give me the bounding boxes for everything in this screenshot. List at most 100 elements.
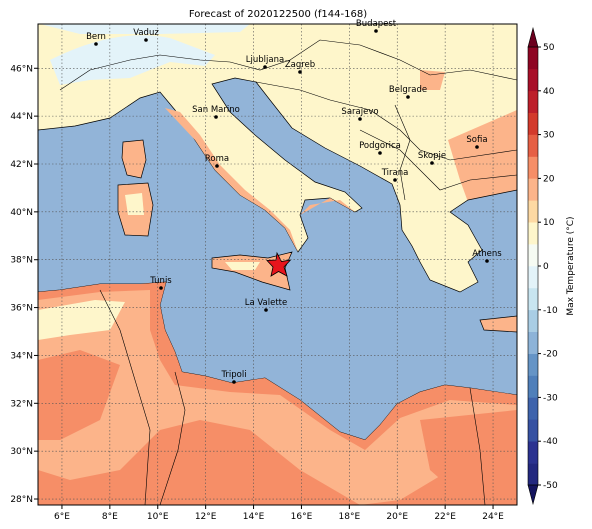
city-dot bbox=[378, 151, 382, 155]
colorbar-band bbox=[528, 441, 538, 464]
colorbar-tick-label: -20 bbox=[543, 350, 558, 360]
colorbar-tick-label: 0 bbox=[543, 262, 549, 272]
island-interior bbox=[125, 193, 144, 215]
colorbar-tick-label: 40 bbox=[543, 87, 555, 97]
city-label: La Valette bbox=[245, 298, 288, 308]
colorbar-tick-label: 50 bbox=[543, 43, 555, 53]
y-tick-label: 44°N bbox=[10, 112, 33, 122]
grid bbox=[38, 24, 517, 505]
city-label: Skopje bbox=[418, 151, 446, 161]
city-label: San Marino bbox=[192, 105, 240, 115]
colorbar-band bbox=[528, 419, 538, 442]
border bbox=[394, 104, 411, 201]
x-tick-label: 12°E bbox=[195, 512, 217, 522]
warm-coast bbox=[165, 108, 298, 252]
colorbar-band bbox=[528, 156, 538, 179]
map-area bbox=[38, 24, 517, 505]
colorbar-band bbox=[528, 397, 538, 420]
city-dot bbox=[393, 178, 397, 182]
city-dot bbox=[214, 115, 218, 119]
border bbox=[59, 39, 517, 91]
city-label: Athens bbox=[472, 249, 502, 259]
city-dot bbox=[374, 29, 378, 33]
colorbar-band bbox=[528, 244, 538, 267]
colorbar-tick-label: 10 bbox=[543, 218, 555, 228]
colorbar-tick-label: -30 bbox=[543, 393, 558, 403]
cities: Bern Vaduz Budapest Ljubljana Zagreb Belgrade… bbox=[86, 19, 502, 384]
colorbar-band bbox=[528, 463, 538, 486]
cold-area bbox=[40, 24, 250, 34]
city-dot bbox=[475, 145, 479, 149]
x-tick-label: 20°E bbox=[386, 512, 408, 522]
city-label: Zagreb bbox=[285, 60, 315, 70]
warm-coast bbox=[300, 198, 355, 215]
y-tick-label: 46°N bbox=[10, 64, 33, 74]
city-dot bbox=[159, 286, 163, 290]
city-label: Roma bbox=[205, 154, 229, 164]
city-label: Vaduz bbox=[133, 28, 159, 38]
map-frame bbox=[37, 23, 518, 506]
x-tick-label: 18°E bbox=[339, 512, 361, 522]
colorbar-band bbox=[528, 266, 538, 289]
city-label: Podgorica bbox=[359, 141, 401, 151]
colorbar-band bbox=[528, 134, 538, 157]
city-label: Tirana bbox=[381, 168, 409, 178]
city-dot bbox=[298, 70, 302, 74]
colorbar-band bbox=[528, 331, 538, 354]
city-label: Belgrade bbox=[389, 85, 427, 95]
y-tick-label: 32°N bbox=[10, 399, 33, 409]
colorbar-band bbox=[528, 200, 538, 223]
colorbar-tick-label: -40 bbox=[543, 437, 558, 447]
x-tick-label: 24°E bbox=[482, 512, 504, 522]
city-label: Bern bbox=[86, 32, 106, 42]
colorbar-tick-label: -10 bbox=[543, 306, 558, 316]
y-tick-label: 42°N bbox=[10, 160, 33, 170]
x-tick-label: 10°E bbox=[147, 512, 169, 522]
x-tick-label: 22°E bbox=[434, 512, 456, 522]
city-label: Tunis bbox=[149, 276, 172, 286]
colorbar-band bbox=[528, 47, 538, 70]
city-dot bbox=[215, 164, 219, 168]
warm-area bbox=[420, 70, 445, 90]
y-tick-label: 40°N bbox=[10, 208, 33, 218]
border bbox=[99, 289, 151, 505]
warm-land bbox=[38, 350, 120, 440]
city-dot bbox=[358, 117, 362, 121]
border bbox=[469, 387, 486, 505]
mild-land bbox=[38, 300, 125, 340]
colorbar-band bbox=[528, 353, 538, 376]
colorbar-band bbox=[528, 222, 538, 245]
city-dot bbox=[485, 259, 489, 263]
city-dot bbox=[406, 95, 410, 99]
city-dot bbox=[232, 380, 236, 384]
colorbar-band bbox=[528, 68, 538, 92]
city-dot bbox=[94, 42, 98, 46]
title: Forecast of 2020122500 (f144-168) bbox=[189, 9, 367, 20]
x-tick-label: 8°E bbox=[102, 512, 118, 522]
y-tick-label: 34°N bbox=[10, 351, 33, 361]
colorbar-extend-under bbox=[527, 484, 539, 506]
x-tick-label: 14°E bbox=[243, 512, 265, 522]
colorbar-band bbox=[528, 287, 538, 311]
island bbox=[121, 139, 147, 179]
colorbar-tick-label: 30 bbox=[543, 131, 555, 141]
y-tick-label: 30°N bbox=[10, 447, 33, 457]
city-label: Tripoli bbox=[220, 370, 246, 380]
colorbar-label: Max Temperature (°C) bbox=[566, 216, 576, 315]
city-label: Budapest bbox=[356, 19, 397, 29]
colorbar-extend-over bbox=[527, 26, 539, 48]
island-interior bbox=[225, 262, 260, 270]
city-label: Sofia bbox=[466, 135, 487, 145]
colorbar-band bbox=[528, 375, 538, 398]
y-tick-label: 28°N bbox=[10, 495, 33, 505]
colorbar-band bbox=[528, 178, 538, 201]
cold-area bbox=[50, 35, 215, 85]
border bbox=[159, 371, 186, 505]
colorbar-band bbox=[528, 90, 538, 113]
city-label: Ljubljana bbox=[246, 55, 284, 65]
x-tick-label: 6°E bbox=[54, 512, 70, 522]
x-tick-label: 16°E bbox=[291, 512, 313, 522]
island bbox=[479, 315, 517, 333]
city-dot bbox=[144, 38, 148, 42]
